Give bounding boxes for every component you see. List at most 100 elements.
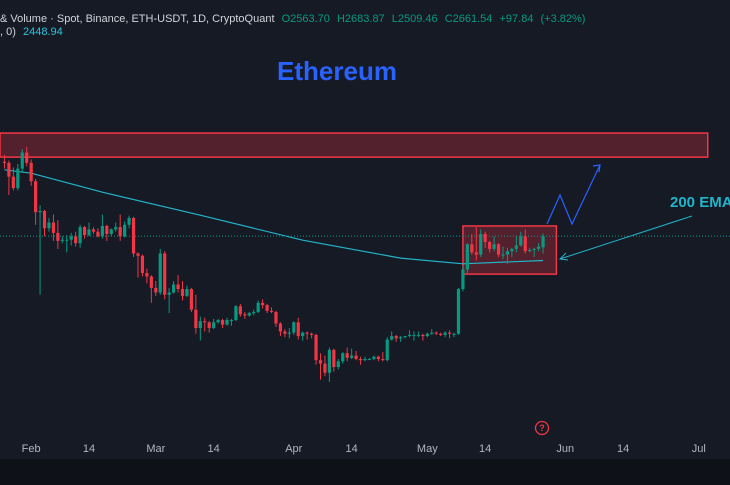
x-tick-label: Mar <box>146 443 165 455</box>
ema-params: , 0) <box>0 26 16 38</box>
candle-body <box>425 333 429 337</box>
candle-body <box>394 336 398 339</box>
event-icon[interactable] <box>534 420 550 436</box>
candle-body <box>421 334 425 337</box>
candle-body <box>323 363 327 373</box>
candle-body <box>385 339 389 361</box>
ema-annotation: 200 EMA <box>670 194 730 211</box>
candle-body <box>536 246 541 249</box>
candle-body <box>301 332 305 337</box>
candle-body <box>528 250 532 252</box>
candle-body <box>74 236 78 244</box>
x-tick-label: Jun <box>556 443 574 455</box>
candle-body <box>269 310 274 312</box>
candle-body <box>87 229 91 236</box>
candle-body <box>376 356 380 360</box>
ema-value: 2448.94 <box>22 26 63 38</box>
candle-body <box>51 222 56 233</box>
candle-body <box>296 322 300 337</box>
candle-body <box>114 227 118 230</box>
candle-body <box>461 269 465 290</box>
x-tick-label: May <box>417 443 438 455</box>
chart-title: Ethereum <box>277 56 397 86</box>
candle-body <box>407 334 412 337</box>
candle-body <box>403 336 407 338</box>
candle-body <box>505 251 510 255</box>
candle-body <box>456 289 461 334</box>
candle-body <box>198 321 202 329</box>
candle-body <box>443 332 447 335</box>
candle-body <box>69 236 73 240</box>
low: L2509.46 <box>391 13 438 25</box>
x-tick-label: Apr <box>285 443 302 455</box>
candle-body <box>207 322 211 329</box>
candle-body <box>430 332 434 334</box>
candle-body <box>140 255 145 273</box>
candle-body <box>212 322 216 329</box>
candle-body <box>412 334 416 336</box>
candle-body <box>171 284 176 293</box>
candle-body <box>136 253 140 256</box>
candle-body <box>274 311 278 324</box>
symbol-info: & Volume · Spot, Binance, ETH-USDT, 1D, … <box>0 13 275 25</box>
candle-body <box>60 239 64 241</box>
candle-body <box>532 248 536 251</box>
candle-body <box>38 211 42 213</box>
candle-body <box>283 331 287 334</box>
candle-body <box>345 353 349 358</box>
x-tick-label: 14 <box>617 443 629 455</box>
candle-body <box>78 227 82 244</box>
x-tick-label: Feb <box>22 443 41 455</box>
candle-body <box>238 306 242 315</box>
open: O2563.70 <box>281 13 330 25</box>
high: H2683.87 <box>336 13 385 25</box>
candle-body <box>523 236 527 252</box>
candle-body <box>29 162 33 182</box>
time-axis-bg <box>0 437 730 459</box>
candle-body <box>194 309 198 329</box>
candle-body <box>305 332 309 334</box>
ema-line <box>4 169 544 265</box>
candle-body <box>372 356 376 360</box>
candle-body <box>56 232 60 241</box>
candle-body <box>82 227 87 236</box>
candle-body <box>318 360 323 364</box>
candle-body <box>16 168 20 189</box>
x-tick-label: Jul <box>692 443 706 455</box>
candle-body <box>252 311 256 314</box>
candle-body <box>501 254 505 256</box>
candle-body <box>96 231 100 237</box>
close: C2661.54 <box>444 13 493 25</box>
candle-body <box>514 245 518 249</box>
x-tick-label: 14 <box>346 443 358 455</box>
candle-body <box>447 332 452 334</box>
candle-body <box>220 320 225 325</box>
candle-body <box>358 359 363 361</box>
candle-body <box>256 302 260 312</box>
candle-body <box>470 244 474 253</box>
price-zone <box>0 132 709 158</box>
candle-body <box>149 276 153 288</box>
candle-body <box>363 359 367 361</box>
candle-body <box>332 349 336 368</box>
candle-body <box>7 162 11 177</box>
candle-body <box>243 314 247 316</box>
change: +97.84 <box>499 13 534 25</box>
candle-body <box>189 289 194 310</box>
annotation-pointer <box>559 215 693 260</box>
candle-body <box>145 272 149 277</box>
pointer-head <box>558 252 569 261</box>
candle-body <box>100 225 104 237</box>
candle-body <box>123 224 127 237</box>
candle-body <box>399 337 403 339</box>
candle-body <box>354 355 358 360</box>
candle-body <box>439 333 443 335</box>
candle-body <box>492 244 496 249</box>
candle-body <box>118 227 122 237</box>
change-pct: (+3.82%) <box>540 13 586 25</box>
candle-body <box>381 359 385 361</box>
candle-body <box>105 225 109 234</box>
candle-body <box>2 161 7 163</box>
